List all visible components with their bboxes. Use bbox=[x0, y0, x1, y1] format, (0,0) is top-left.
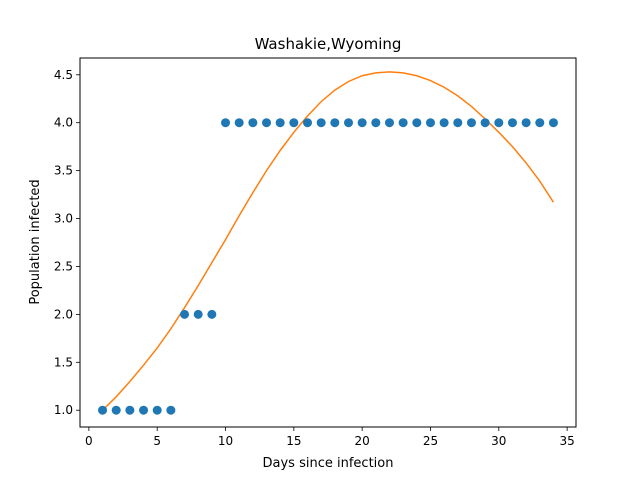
data-point bbox=[330, 118, 340, 128]
data-point bbox=[98, 405, 108, 415]
data-point bbox=[494, 118, 504, 128]
x-tick-label: 35 bbox=[559, 434, 574, 448]
data-point bbox=[275, 118, 285, 128]
data-point bbox=[303, 118, 312, 128]
x-tick-label: 15 bbox=[286, 434, 301, 448]
data-point bbox=[371, 118, 381, 128]
data-point bbox=[166, 405, 176, 415]
data-point bbox=[316, 118, 326, 128]
chart-title: Washakie,Wyoming bbox=[255, 35, 402, 53]
data-point bbox=[248, 118, 258, 128]
x-axis: 0 5 10 15 20 25 30 35 bbox=[85, 427, 575, 448]
x-axis-label: Days since infection bbox=[263, 456, 394, 471]
data-point bbox=[234, 118, 244, 128]
data-point bbox=[412, 118, 422, 128]
x-tick-label: 5 bbox=[153, 434, 161, 448]
data-point bbox=[507, 118, 517, 128]
data-point bbox=[152, 405, 162, 415]
x-tick-label: 30 bbox=[491, 434, 506, 448]
data-point bbox=[439, 118, 449, 128]
y-axis: 1.0 1.5 2.0 2.5 3.0 3.5 4.0 4.5 bbox=[54, 68, 80, 417]
y-axis-label: Population infected bbox=[28, 179, 43, 304]
y-tick-label: 4.5 bbox=[54, 68, 73, 82]
x-tick-label: 25 bbox=[423, 434, 438, 448]
data-point bbox=[207, 309, 217, 319]
y-tick-label: 4.0 bbox=[54, 116, 73, 130]
data-point bbox=[425, 118, 435, 128]
y-tick-label: 1.5 bbox=[54, 355, 73, 369]
data-point bbox=[453, 118, 463, 128]
data-point bbox=[221, 118, 231, 128]
fit-line bbox=[102, 71, 555, 411]
data-point bbox=[193, 309, 203, 319]
data-point bbox=[111, 405, 121, 415]
x-tick-label: 20 bbox=[355, 434, 370, 448]
plot-area bbox=[98, 71, 558, 415]
y-tick-label: 3.0 bbox=[54, 212, 73, 226]
data-point bbox=[480, 118, 490, 128]
x-tick-label: 0 bbox=[85, 434, 93, 448]
y-tick-label: 2.0 bbox=[54, 307, 73, 321]
y-tick-label: 1.0 bbox=[54, 403, 73, 417]
data-point bbox=[125, 405, 135, 415]
data-point bbox=[521, 118, 531, 128]
data-point bbox=[180, 309, 190, 319]
data-point bbox=[548, 118, 558, 128]
data-point bbox=[262, 118, 272, 128]
data-point bbox=[398, 118, 408, 128]
x-tick-label: 10 bbox=[218, 434, 233, 448]
data-point bbox=[384, 118, 394, 128]
data-point bbox=[344, 118, 353, 128]
axes-frame bbox=[79, 57, 577, 428]
data-point bbox=[357, 118, 367, 128]
y-tick-label: 3.5 bbox=[54, 164, 73, 178]
data-point bbox=[289, 118, 299, 128]
y-tick-label: 2.5 bbox=[54, 259, 73, 273]
data-point bbox=[139, 405, 149, 415]
data-point bbox=[466, 118, 476, 128]
data-point bbox=[535, 118, 545, 128]
